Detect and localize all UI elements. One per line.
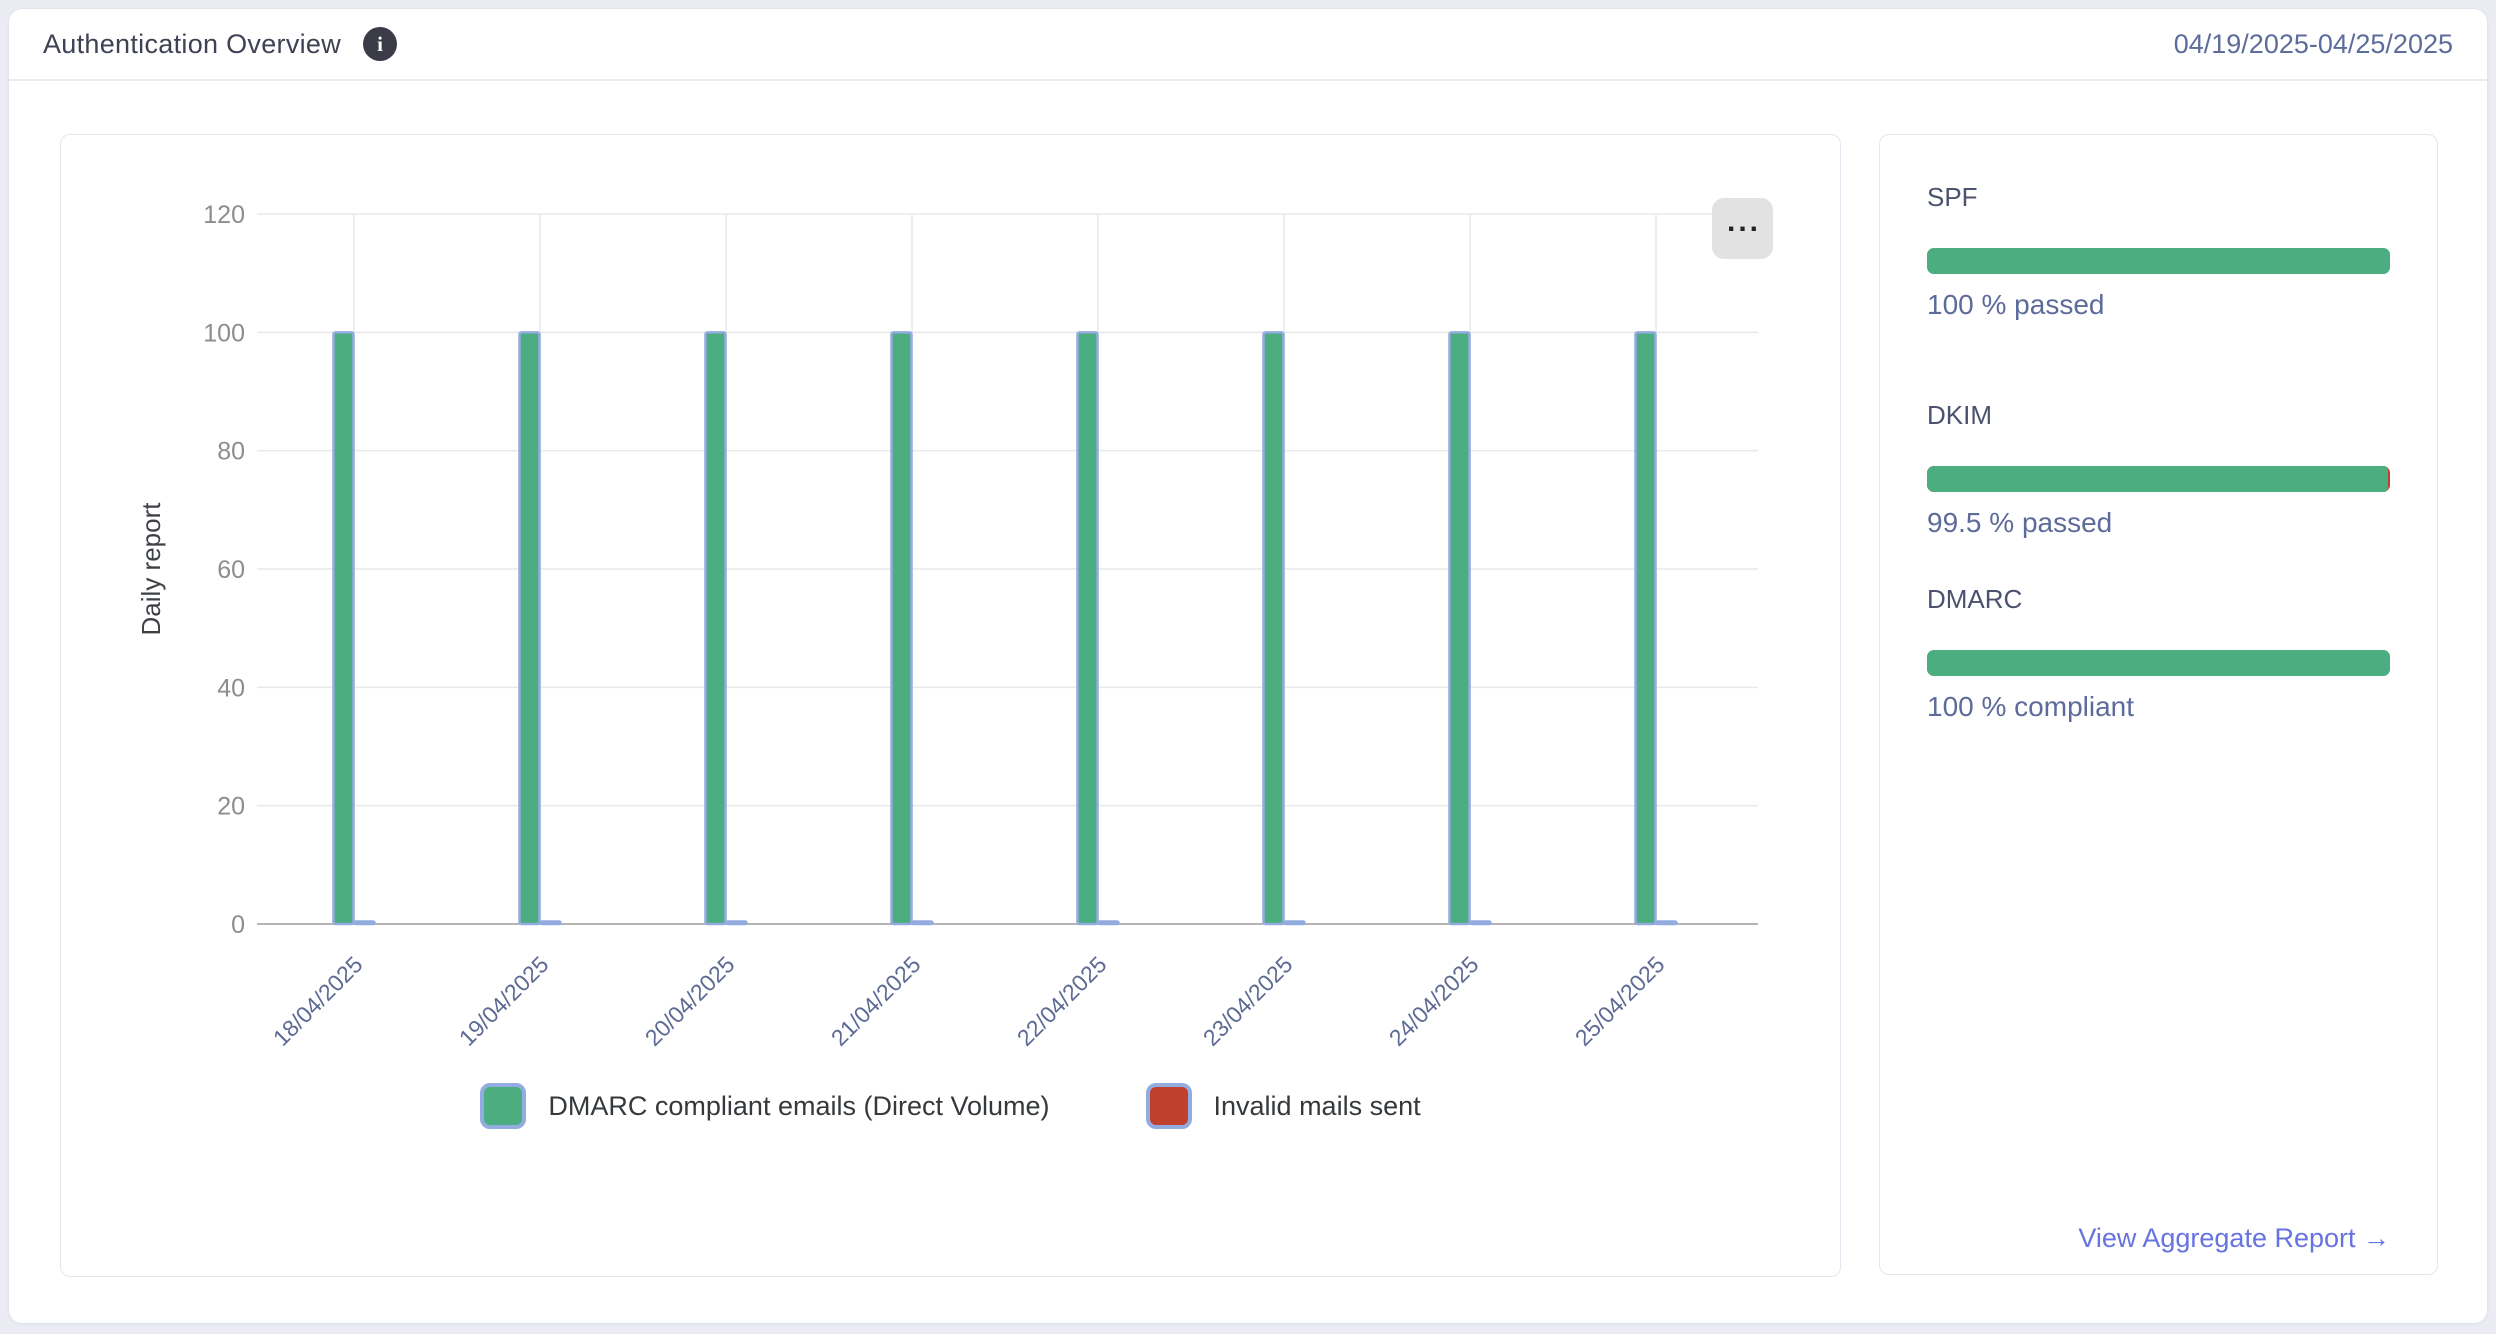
info-icon[interactable]: i xyxy=(363,27,398,61)
svg-text:100: 100 xyxy=(203,319,245,347)
chart-legend: DMARC compliant emails (Direct Volume) I… xyxy=(61,1083,1840,1129)
spf-label: SPF xyxy=(1927,182,1978,212)
svg-text:60: 60 xyxy=(217,556,245,584)
svg-text:Daily report: Daily report xyxy=(136,502,166,636)
svg-text:24/04/2025: 24/04/2025 xyxy=(1384,951,1484,1051)
date-range[interactable]: 04/19/2025-04/25/2025 xyxy=(2173,28,2453,59)
svg-text:21/04/2025: 21/04/2025 xyxy=(826,951,926,1051)
legend-item-dmarc-compliant[interactable]: DMARC compliant emails (Direct Volume) xyxy=(480,1083,1050,1129)
daily-report-bar-chart: 0 20 40 60 80 100 120 18/04/2025 19/04/2025 20/04… xyxy=(61,135,1840,1075)
chart-menu-button[interactable]: ... xyxy=(1712,198,1773,259)
svg-text:25/04/2025: 25/04/2025 xyxy=(1570,951,1670,1051)
auth-summary-panel: SPF 100 % passed DKIM 99.5 % passed DMAR… xyxy=(1879,134,2438,1275)
svg-text:18/04/2025: 18/04/2025 xyxy=(268,951,368,1051)
dkim-progress-bar xyxy=(1927,466,2390,492)
svg-text:80: 80 xyxy=(217,438,245,466)
legend-swatch-green xyxy=(480,1083,527,1129)
dmarc-section: DMARC 100 % compliant xyxy=(1927,583,2390,723)
spf-progress-bar xyxy=(1927,248,2390,274)
dmarc-progress-bar xyxy=(1927,650,2390,676)
view-aggregate-report-link[interactable]: View Aggregate Report → xyxy=(2078,1223,2390,1253)
card-header: Authentication Overview i 04/19/2025-04/… xyxy=(9,9,2487,81)
legend-item-invalid-mails[interactable]: Invalid mails sent xyxy=(1145,1083,1421,1129)
dkim-label: DKIM xyxy=(1927,400,1992,430)
svg-text:0: 0 xyxy=(231,911,245,939)
dkim-status-text: 99.5 % passed xyxy=(1927,507,2113,538)
svg-text:120: 120 xyxy=(203,201,245,229)
spf-progress-fill xyxy=(1927,248,2390,274)
chart-card: 0 20 40 60 80 100 120 18/04/2025 19/04/2025 20/04… xyxy=(60,134,1841,1277)
authentication-overview-card: Authentication Overview i 04/19/2025-04/… xyxy=(8,8,2488,1324)
dkim-progress-fill xyxy=(1927,466,2388,492)
page-title: Authentication Overview xyxy=(43,28,342,59)
dmarc-label: DMARC xyxy=(1927,584,2023,614)
dmarc-progress-fill xyxy=(1927,650,2390,676)
svg-text:22/04/2025: 22/04/2025 xyxy=(1012,951,1112,1051)
svg-text:23/04/2025: 23/04/2025 xyxy=(1198,951,1298,1051)
legend-swatch-red xyxy=(1145,1083,1192,1129)
header-left: Authentication Overview i xyxy=(43,27,398,61)
svg-text:20/04/2025: 20/04/2025 xyxy=(640,951,740,1051)
svg-text:20: 20 xyxy=(217,793,245,821)
dmarc-status-text: 100 % compliant xyxy=(1927,691,2135,722)
legend-label: Invalid mails sent xyxy=(1213,1090,1421,1121)
dkim-section: DKIM 99.5 % passed xyxy=(1927,399,2390,539)
legend-label: DMARC compliant emails (Direct Volume) xyxy=(548,1090,1050,1121)
spf-status-text: 100 % passed xyxy=(1927,289,2105,320)
spf-section: SPF 100 % passed xyxy=(1927,181,2390,321)
svg-text:40: 40 xyxy=(217,674,245,702)
svg-text:19/04/2025: 19/04/2025 xyxy=(454,951,554,1051)
